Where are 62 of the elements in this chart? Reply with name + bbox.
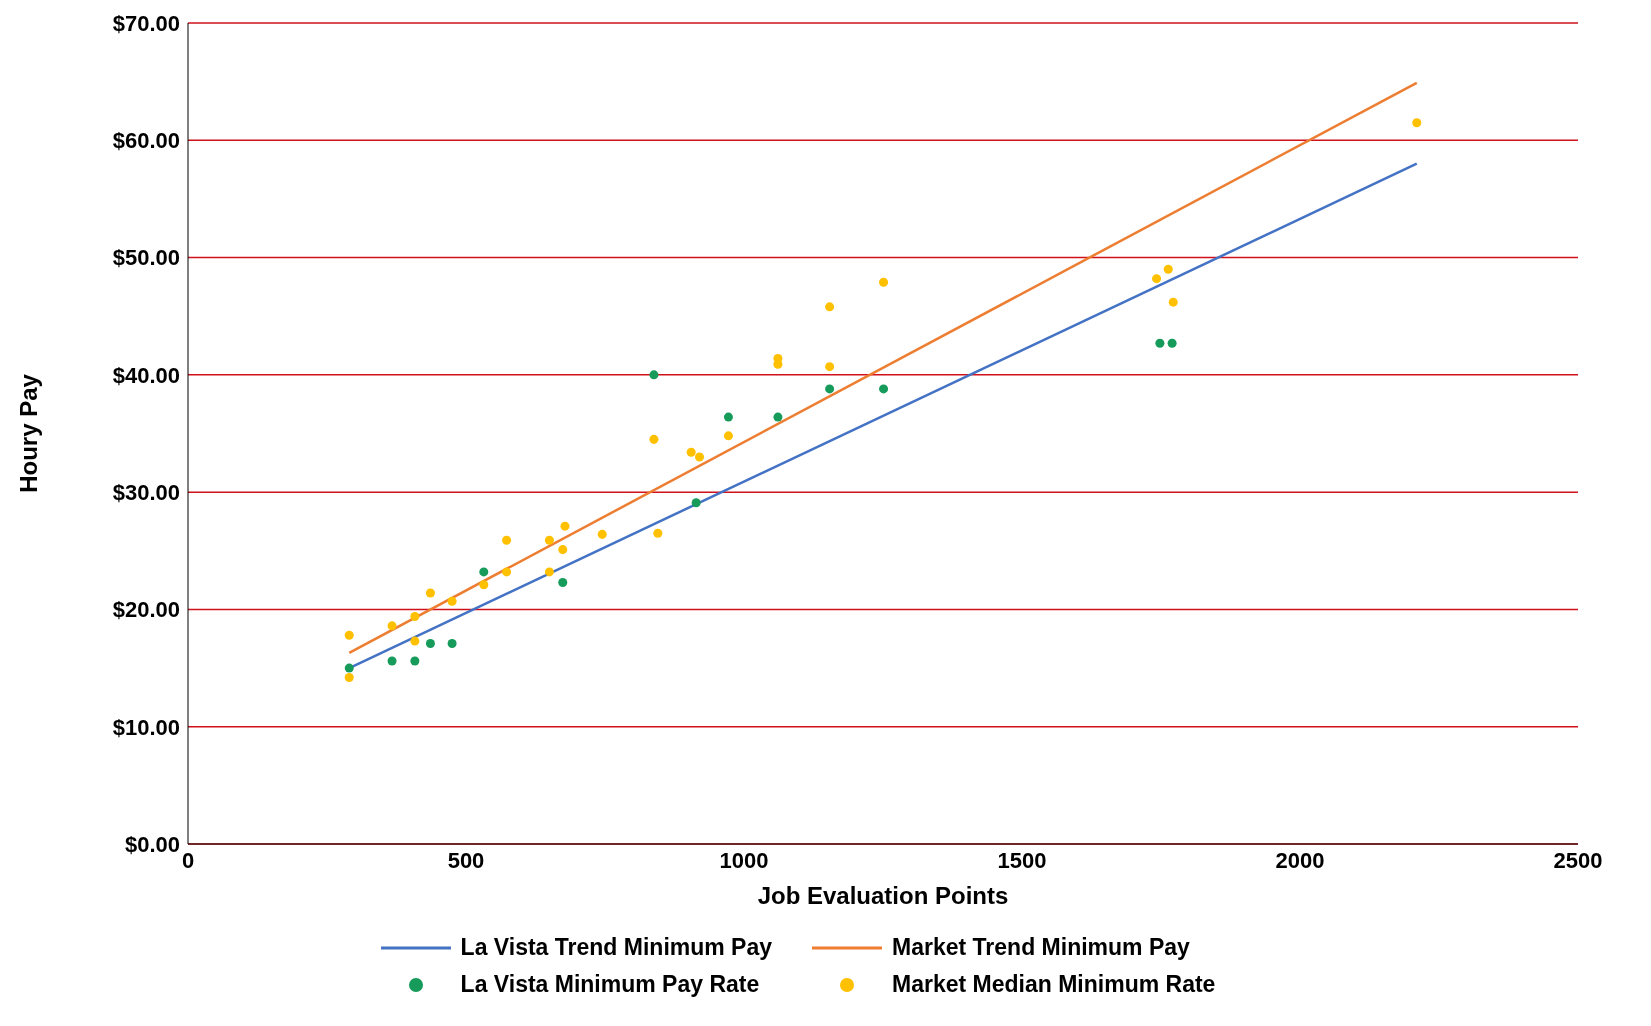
point xyxy=(686,447,696,457)
point xyxy=(425,638,435,648)
point xyxy=(1167,338,1177,348)
point xyxy=(560,521,570,531)
point xyxy=(691,498,701,508)
x-tick-label: 0 xyxy=(181,847,195,873)
legend-label: La Vista Minimum Pay Rate xyxy=(460,971,760,998)
point xyxy=(479,567,489,577)
point xyxy=(544,535,554,545)
point xyxy=(447,596,457,606)
point xyxy=(558,545,568,555)
legend-label: La Vista Trend Minimum Pay xyxy=(460,934,773,961)
point xyxy=(1155,338,1165,348)
x-tick-label: 1000 xyxy=(719,847,769,873)
point xyxy=(425,588,435,598)
point xyxy=(344,663,354,673)
point xyxy=(649,370,659,380)
x-tick-label: 1500 xyxy=(997,847,1047,873)
point xyxy=(825,362,835,372)
y-axis-title: Houry Pay xyxy=(14,373,42,493)
y-tick-label: $60.00 xyxy=(112,128,180,154)
point xyxy=(773,412,783,422)
point xyxy=(479,580,489,590)
y-tick-label: $10.00 xyxy=(112,714,180,740)
point xyxy=(344,672,354,682)
point xyxy=(649,434,659,444)
point xyxy=(410,611,420,621)
legend-label: Market Trend Minimum Pay xyxy=(892,934,1190,961)
point xyxy=(544,567,554,577)
point xyxy=(597,529,607,539)
point xyxy=(695,452,705,462)
point xyxy=(1168,297,1178,307)
point xyxy=(1152,274,1162,284)
y-tick-label: $20.00 xyxy=(112,597,180,623)
x-tick-label: 2500 xyxy=(1553,847,1603,873)
point xyxy=(502,535,512,545)
y-tick-label: $30.00 xyxy=(112,479,180,505)
point xyxy=(387,656,397,666)
point xyxy=(410,636,420,646)
point xyxy=(879,277,889,287)
point xyxy=(447,638,457,648)
point xyxy=(825,384,835,394)
x-axis-title: Job Evaluation Points xyxy=(757,882,1009,909)
y-tick-label: $40.00 xyxy=(112,362,180,388)
point xyxy=(1412,118,1422,128)
legend-label: Market Median Minimum Rate xyxy=(892,971,1216,998)
point xyxy=(825,302,835,312)
y-tick-label: $50.00 xyxy=(112,245,180,271)
point xyxy=(502,567,512,577)
x-tick-label: 2000 xyxy=(1275,847,1325,873)
x-tick-label: 500 xyxy=(447,847,485,873)
point xyxy=(558,577,568,587)
point xyxy=(879,384,889,394)
point xyxy=(387,621,397,631)
point xyxy=(410,656,420,666)
y-tick-label: $70.00 xyxy=(112,10,180,36)
point xyxy=(1163,264,1173,274)
y-tick-label: $0.00 xyxy=(124,831,180,857)
point xyxy=(723,431,733,441)
point xyxy=(723,412,733,422)
point xyxy=(344,630,354,640)
point xyxy=(653,528,663,538)
